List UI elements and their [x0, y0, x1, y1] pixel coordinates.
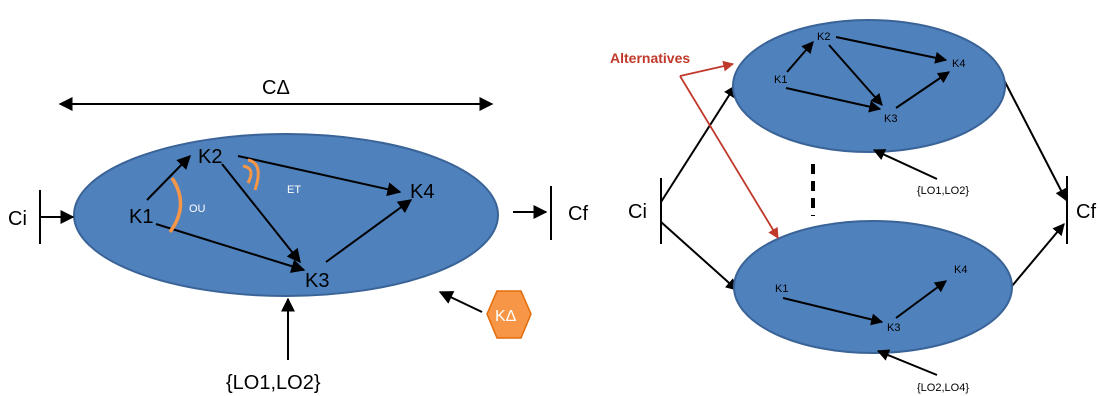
node-k1: K1 [129, 206, 153, 228]
top-node-k1: K1 [774, 74, 787, 86]
hexagon-label: KΔ [495, 308, 517, 325]
edge-k2-k3 [221, 163, 301, 264]
top-alternative-ellipse [732, 19, 1006, 153]
and-arc-outer [247, 158, 260, 191]
edge-k1-k3 [155, 223, 306, 273]
width-label: CΔ [262, 77, 290, 99]
left-diagram: CΔ Ci Cf OU ET K1 K2 K3 K4 {LO1,LO2} [8, 77, 588, 394]
node-k2: K2 [198, 146, 222, 168]
top-node-k2: K2 [817, 31, 830, 43]
or-label: OU [189, 203, 206, 215]
top-resource-arrow [872, 149, 938, 180]
hexagon-arrow [438, 291, 483, 313]
node-k4: K4 [410, 181, 434, 203]
node-k3: K3 [305, 270, 329, 292]
top-edge-k1-k2 [786, 41, 814, 73]
top-node-k4: K4 [952, 58, 965, 70]
bottom-edge-k1-k3 [782, 297, 884, 326]
alternatives-arrow-top [679, 60, 735, 77]
or-arc [168, 177, 183, 234]
hexagon-shape [486, 290, 532, 339]
alternatives-arrow-bottom [679, 75, 779, 239]
ci-to-bottom-arrow [660, 221, 738, 291]
bottom-resource-arrow [876, 349, 938, 376]
ci-to-top-arrow [660, 84, 736, 203]
edge-k2-k4 [237, 155, 402, 197]
initial-state-label: Ci [8, 208, 27, 230]
bottom-node-k1: K1 [775, 283, 788, 295]
top-resource-label: {LO1,LO2} [917, 185, 969, 197]
bottom-node-k3: K3 [887, 322, 900, 334]
top-edge-k1-k3 [785, 87, 882, 113]
and-arc-inner [242, 164, 253, 184]
right-initial-state-label: Ci [628, 201, 647, 223]
top-to-cf-arrow [1003, 79, 1067, 202]
bottom-to-cf-arrow [1011, 223, 1065, 287]
right-diagram: Ci Cf K1 K2 K3 K4 {LO1,LO2} K1 K3 K4 [610, 19, 1096, 394]
bottom-alternative-ellipse [733, 220, 1013, 354]
top-node-k3: K3 [884, 113, 897, 125]
alternatives-callout-label: Alternatives [610, 50, 690, 66]
top-edge-k2-k4 [835, 36, 948, 64]
top-edge-k2-k3 [828, 44, 883, 106]
and-label: ET [287, 184, 301, 196]
top-edge-k3-k4 [895, 71, 950, 109]
bottom-edge-k3-k4 [895, 280, 947, 319]
resource-label: {LO1,LO2} [226, 372, 321, 394]
bottom-resource-label: {LO2,LO4} [917, 382, 969, 394]
right-final-state-label: Cf [1076, 201, 1096, 223]
edge-k1-k2 [146, 154, 191, 201]
final-state-label: Cf [568, 203, 588, 225]
edge-k3-k4 [325, 199, 413, 263]
bottom-node-k4: K4 [954, 264, 967, 276]
